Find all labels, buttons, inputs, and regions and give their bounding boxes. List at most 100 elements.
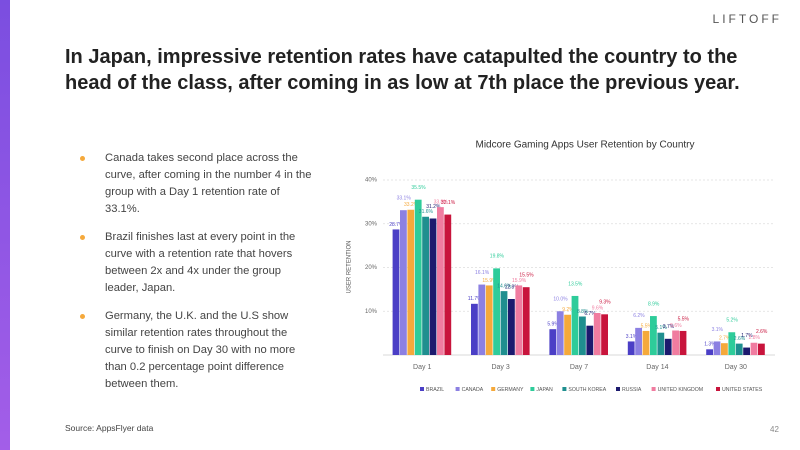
value-label: 14.6% [497, 283, 512, 289]
value-label: 31.6% [419, 209, 434, 215]
bar [414, 199, 422, 355]
value-label: 15.5% [519, 273, 534, 279]
value-label: 28.7% [389, 222, 404, 228]
value-label: 19.8% [490, 254, 505, 260]
value-label: 10.0% [553, 297, 568, 303]
value-label: 6.7% [584, 311, 596, 317]
value-label: 31.2% [426, 204, 441, 210]
value-label: 5.5% [641, 323, 653, 329]
value-label: 3.1% [712, 327, 724, 333]
value-label: 13.5% [568, 281, 583, 287]
bar [672, 330, 679, 355]
bar [500, 291, 508, 355]
bar [515, 285, 523, 355]
value-label: 33.2% [404, 202, 419, 208]
bar [635, 327, 642, 355]
legend-swatch [491, 387, 496, 391]
bar [743, 347, 750, 355]
legend-label: RUSSIA [622, 387, 642, 393]
legend-label: SOUTH KOREA [568, 387, 606, 393]
bar [471, 303, 478, 355]
legend-swatch [562, 387, 567, 391]
value-label: 9.2% [562, 307, 574, 313]
x-tick-label: Day 14 [646, 364, 668, 371]
value-label: 32.1% [441, 200, 456, 206]
value-label: 2.6% [756, 329, 768, 335]
chart: Midcore Gaming Apps User Retention by Co… [347, 140, 775, 393]
bar [485, 285, 493, 355]
bar [522, 287, 530, 355]
y-tick-label: 20% [365, 265, 378, 271]
value-label: 5.5% [678, 316, 690, 322]
value-label: 33.1% [397, 196, 412, 202]
legend-label: CANADA [462, 387, 484, 393]
legend-swatch [455, 387, 460, 391]
legend-label: UNITED KINGDOM [658, 387, 704, 393]
value-label: 33.8% [434, 199, 449, 205]
bar [429, 218, 437, 355]
bar [664, 338, 672, 355]
bar [706, 349, 713, 355]
x-tick-label: Day 7 [570, 364, 588, 371]
x-tick-label: Day 3 [491, 364, 509, 371]
value-label: 2.8% [749, 335, 761, 341]
bar [586, 325, 594, 355]
bullet: Canada takes second place across the cur… [80, 150, 312, 218]
bar [549, 329, 557, 355]
value-label: 9.3% [599, 300, 611, 306]
bar [444, 214, 452, 355]
legend-swatch [420, 387, 424, 391]
bar [679, 330, 687, 355]
y-tick-label: 30% [365, 221, 378, 227]
bullet: Brazil finishes last at every point in t… [80, 229, 312, 297]
bar [713, 341, 721, 355]
value-label: 11.7% [468, 296, 482, 302]
value-label: 5.2% [726, 318, 738, 324]
bar [735, 343, 743, 355]
value-label: 2.7% [719, 336, 731, 342]
bar [478, 284, 486, 355]
y-tick-label: 40% [365, 178, 378, 184]
value-label: 1.3% [704, 342, 716, 348]
bar [508, 299, 515, 355]
legend-label: JAPAN [536, 387, 553, 393]
source-note: Source: AppsFlyer data [65, 423, 154, 433]
value-label: 5.1% [655, 325, 667, 331]
value-label: 12.8% [505, 284, 520, 290]
value-label: 5.9% [547, 322, 559, 328]
bar [728, 332, 736, 355]
bar [650, 316, 657, 355]
bar [571, 295, 579, 355]
bar [556, 311, 564, 355]
legend-swatch [616, 387, 620, 391]
bullet-list: Canada takes second place across the cur… [80, 150, 312, 404]
value-label: 15.9% [482, 278, 497, 284]
value-label: 2.6% [734, 336, 746, 342]
value-label: 6.2% [633, 313, 645, 319]
bar [392, 229, 400, 355]
bar [601, 314, 608, 355]
bar [407, 209, 415, 355]
bar [627, 341, 635, 355]
legend-swatch [651, 387, 656, 391]
legend-swatch [716, 387, 720, 391]
value-label: 15.9% [512, 278, 527, 284]
logo: LIFTOFF [712, 12, 782, 26]
chart-title: Midcore Gaming Apps User Retention by Co… [476, 140, 695, 151]
bar [642, 330, 650, 355]
bar [422, 216, 429, 355]
bar [721, 343, 728, 355]
legend-label: GERMANY [497, 387, 524, 393]
legend-swatch [530, 387, 535, 391]
value-label: 35.5% [411, 185, 426, 191]
y-tick-label: 10% [365, 309, 378, 315]
y-axis-label: USER RETENTION [347, 240, 353, 293]
value-label: 16.1% [475, 270, 490, 276]
bar [564, 314, 571, 355]
side-stripe [0, 0, 10, 450]
legend-label: UNITED STATES [722, 387, 763, 393]
bar [400, 210, 407, 355]
value-label: 1.7% [741, 333, 753, 339]
value-label: 8.9% [648, 301, 660, 307]
value-label: 8.8% [577, 309, 589, 315]
